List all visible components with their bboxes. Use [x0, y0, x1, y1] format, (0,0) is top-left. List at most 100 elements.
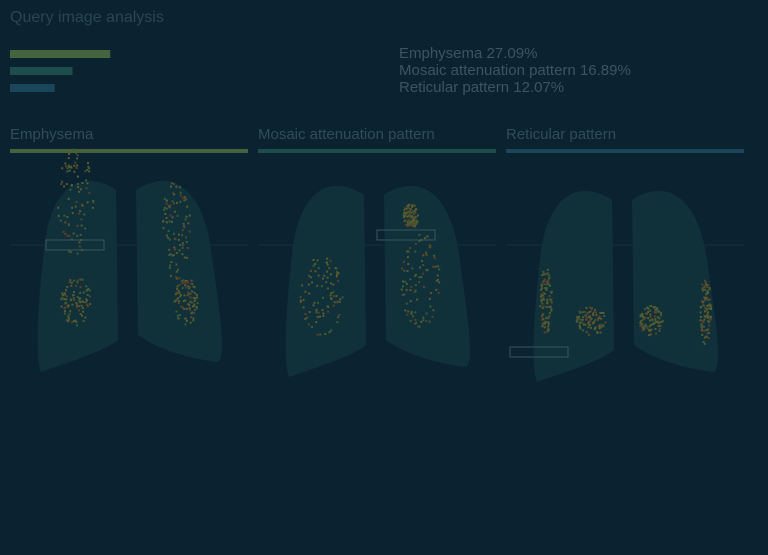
heat-dot	[414, 289, 417, 292]
heat-dot	[75, 284, 78, 287]
heat-dot	[544, 322, 546, 325]
heat-dot	[651, 318, 654, 321]
heat-dot	[75, 302, 78, 304]
heat-dot	[169, 204, 172, 207]
heat-dot	[315, 311, 318, 314]
heat-dot	[177, 268, 179, 271]
heat-dot	[86, 294, 89, 296]
heat-dot	[336, 271, 339, 274]
heat-dot	[705, 329, 708, 332]
heat-dot	[194, 292, 196, 295]
heat-dot	[168, 248, 171, 251]
panel-title: Mosaic attenuation pattern	[258, 126, 435, 143]
heat-dot	[68, 250, 71, 253]
heat-dot	[76, 224, 79, 227]
heat-dot	[707, 307, 710, 310]
heat-dot	[71, 212, 74, 215]
heat-dot	[425, 312, 428, 315]
heat-dot	[181, 253, 184, 256]
heat-dot	[173, 300, 176, 303]
heat-dot	[542, 305, 545, 308]
heat-dot	[178, 292, 181, 295]
heat-dot	[410, 312, 413, 315]
heat-dot	[165, 234, 168, 237]
heat-dot	[647, 317, 650, 320]
heat-dot	[702, 325, 705, 328]
heat-dot	[57, 206, 60, 209]
heat-dot	[546, 272, 549, 275]
heat-dot	[585, 316, 588, 319]
summary-bar	[10, 84, 55, 92]
heat-dot	[184, 323, 187, 326]
heat-dot	[78, 309, 81, 312]
heat-dot	[408, 215, 411, 217]
heat-dot	[706, 308, 709, 311]
heat-dot	[407, 250, 410, 253]
heat-dot	[189, 292, 192, 295]
heat-dot	[415, 208, 417, 211]
heat-dot	[332, 304, 335, 307]
heat-dot	[57, 214, 60, 217]
heat-dot	[539, 288, 542, 291]
heat-dot	[69, 188, 72, 191]
heat-dot	[548, 284, 551, 287]
heat-dot	[179, 295, 182, 298]
heat-dot	[165, 199, 168, 202]
heat-dot	[650, 328, 653, 331]
heat-dot	[704, 298, 707, 301]
heat-dot	[406, 221, 409, 224]
heat-dot	[187, 281, 190, 284]
heat-dot	[593, 311, 596, 314]
heat-dot	[436, 278, 439, 281]
heat-dot	[192, 285, 195, 288]
heat-dot	[410, 211, 413, 214]
heat-dot	[541, 274, 544, 277]
heat-dot	[545, 287, 548, 290]
heat-dot	[542, 317, 545, 320]
heat-dot	[64, 232, 67, 235]
heat-dot	[547, 321, 550, 324]
heat-dot	[326, 263, 329, 266]
heat-dot	[186, 279, 189, 282]
heat-dot	[82, 319, 85, 322]
heat-dot	[189, 300, 192, 303]
heat-dot	[437, 291, 440, 294]
heat-dot	[590, 317, 593, 320]
heat-dot	[178, 277, 181, 280]
heat-dot	[316, 284, 319, 287]
heat-dot	[174, 238, 177, 241]
heat-dot	[88, 191, 91, 194]
heat-dot	[409, 278, 412, 281]
heat-dot	[540, 283, 543, 286]
heat-dot	[337, 272, 340, 275]
heat-dot	[184, 284, 187, 287]
heat-dot	[70, 251, 73, 254]
heat-dot	[304, 317, 307, 320]
heat-dot	[185, 286, 188, 289]
heat-dot	[328, 267, 331, 270]
heat-dot	[77, 212, 80, 215]
heat-dot	[80, 224, 83, 227]
heat-dot	[63, 185, 66, 188]
heat-dot	[414, 322, 416, 325]
heat-dot	[429, 245, 432, 248]
heat-dot	[335, 275, 338, 278]
heat-dot	[175, 270, 178, 273]
heat-dot	[412, 218, 415, 221]
heat-dot	[703, 329, 706, 332]
heat-dot	[701, 328, 704, 330]
heat-dot	[420, 276, 423, 279]
heat-dot	[328, 331, 331, 334]
heat-dot	[701, 299, 704, 302]
heat-dot	[76, 279, 79, 282]
heat-dot	[172, 192, 175, 195]
heat-dot	[77, 186, 80, 189]
heat-dot	[81, 307, 84, 309]
heat-dot	[66, 234, 69, 237]
heat-dot	[86, 305, 89, 308]
heat-dot	[176, 314, 179, 317]
heat-dot	[299, 300, 302, 303]
heat-dot	[73, 320, 75, 323]
heat-dot	[84, 301, 87, 304]
